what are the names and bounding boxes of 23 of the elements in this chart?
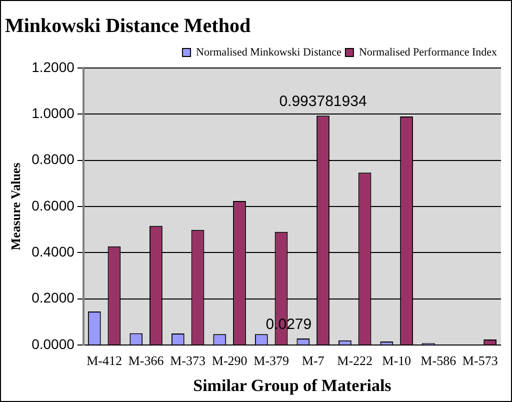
x-tick-label: M-222 (337, 353, 373, 368)
x-tick-label: M-379 (254, 353, 290, 368)
x-tick-label: M-366 (128, 353, 164, 368)
x-axis-title: Similar Group of Materials (193, 376, 392, 396)
y-tick-label: 0.8000 (32, 151, 75, 168)
x-tick-label: M-573 (462, 353, 498, 368)
x-tick-label: M-10 (382, 353, 412, 368)
x-tick-label: M-7 (302, 353, 325, 368)
legend-label: Normalised Performance Index (358, 46, 498, 58)
chart-title: Minkowski Distance Method (5, 15, 251, 38)
y-tick-label: 0.4000 (32, 244, 75, 260)
y-tick-label: 0.2000 (32, 290, 75, 306)
legend-label: Normalised Minkowski Distance (196, 46, 342, 58)
data-label: 0.993781934 (279, 93, 367, 110)
y-tick-label: 1.0000 (32, 105, 75, 122)
y-tick-label: 0.6000 (32, 197, 75, 214)
x-tick-label: M-373 (170, 353, 206, 368)
x-tick-label: M-586 (420, 353, 457, 368)
y-axis-title: Measure Values (8, 162, 24, 250)
y-tick-label: 0.0000 (32, 336, 75, 352)
x-tick-label: M-412 (86, 353, 122, 368)
x-tick-label: M-290 (212, 353, 248, 368)
y-tick-label: 1.2000 (32, 58, 75, 75)
